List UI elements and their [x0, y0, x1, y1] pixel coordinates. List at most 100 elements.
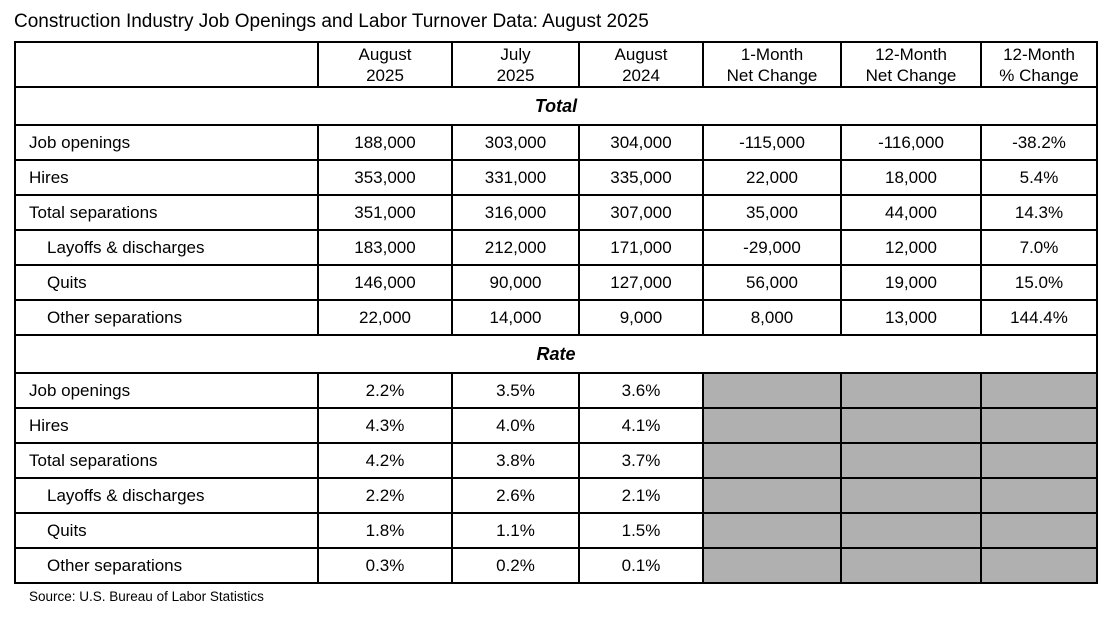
value-cell: 13,000 [840, 299, 982, 336]
header-line-1: July [500, 44, 531, 64]
value-cell: 127,000 [578, 264, 704, 301]
value-cell: 90,000 [451, 264, 580, 301]
value-cell: -115,000 [702, 124, 842, 161]
value-cell: 3.6% [578, 372, 704, 409]
value-cell: 3.8% [451, 442, 580, 479]
value-cell: 1.8% [317, 512, 453, 549]
row-label: Total separations [14, 442, 319, 479]
table-row: Quits 1.8% 1.1% 1.5% [14, 512, 1098, 549]
value-cell: 56,000 [702, 264, 842, 301]
value-cell: 351,000 [317, 194, 453, 231]
header-line-1: 1-Month [740, 44, 804, 64]
row-label: Layoffs & discharges [14, 229, 319, 266]
value-cell: 212,000 [451, 229, 580, 266]
value-cell: 22,000 [702, 159, 842, 196]
value-cell: 4.3% [317, 407, 453, 444]
value-cell: 35,000 [702, 194, 842, 231]
value-cell: 331,000 [451, 159, 580, 196]
section-label-total: Total [14, 86, 1098, 126]
page-title: Construction Industry Job Openings and L… [14, 11, 649, 32]
empty-cell [840, 407, 982, 444]
value-cell: 144.4% [980, 299, 1098, 336]
value-cell: 171,000 [578, 229, 704, 266]
row-label: Other separations [14, 299, 319, 336]
value-cell: 7.0% [980, 229, 1098, 266]
value-cell: -116,000 [840, 124, 982, 161]
header-row: August 2025 July 2025 August 2024 1-Month Net C… [14, 41, 1098, 88]
value-cell: 335,000 [578, 159, 704, 196]
value-cell: 18,000 [840, 159, 982, 196]
value-cell: 2.6% [451, 477, 580, 514]
value-cell: 12,000 [840, 229, 982, 266]
header-line-1: August [614, 44, 668, 64]
value-cell: 304,000 [578, 124, 704, 161]
source-note: Source: U.S. Bureau of Labor Statistics [29, 589, 264, 604]
value-cell: 22,000 [317, 299, 453, 336]
row-label: Job openings [14, 124, 319, 161]
empty-cell [840, 477, 982, 514]
value-cell: 307,000 [578, 194, 704, 231]
header-line-2: % Change [999, 65, 1079, 85]
value-cell: -29,000 [702, 229, 842, 266]
empty-cell [840, 372, 982, 409]
table-body: Total Job openings 188,000 303,000 304,000 -1… [14, 86, 1098, 584]
value-cell: 2.2% [317, 477, 453, 514]
header-cell-col-5: 12-Month Net Change [840, 41, 982, 88]
value-cell: 5.4% [980, 159, 1098, 196]
value-cell: 188,000 [317, 124, 453, 161]
table-row: Total separations 4.2% 3.8% 3.7% [14, 442, 1098, 479]
table-row: Quits 146,000 90,000 127,000 56,000 19,000 15.… [14, 264, 1098, 301]
header-line-2: Net Change [726, 65, 818, 85]
table-row: Layoffs & discharges 183,000 212,000 171,00… [14, 229, 1098, 266]
row-label: Job openings [14, 372, 319, 409]
header-cell-col-6: 12-Month% Change [980, 41, 1098, 88]
value-cell: 303,000 [451, 124, 580, 161]
header-line-1: 12-Month [875, 44, 947, 64]
value-cell: 15.0% [980, 264, 1098, 301]
row-label: Other separations [14, 547, 319, 584]
empty-cell [840, 547, 982, 584]
empty-cell [702, 512, 842, 549]
value-cell: 44,000 [840, 194, 982, 231]
empty-cell [980, 372, 1098, 409]
table-row: Other separations 22,000 14,000 9,000 8,000 1… [14, 299, 1098, 336]
header-line-2: 2025 [496, 65, 535, 85]
header-cell-col-1: August 2025 [317, 41, 453, 88]
header-line-1: August [358, 44, 412, 64]
value-cell: -38.2% [980, 124, 1098, 161]
header-line-2: 2025 [366, 65, 404, 85]
table-row: Hires 353,000 331,000 335,000 22,000 18,000 5.… [14, 159, 1098, 196]
value-cell: 3.7% [578, 442, 704, 479]
value-cell: 4.0% [451, 407, 580, 444]
value-cell: 2.1% [578, 477, 704, 514]
table-row: Job openings 2.2% 3.5% 3.6% [14, 372, 1098, 409]
value-cell: 183,000 [317, 229, 453, 266]
empty-cell [702, 442, 842, 479]
section-row: Rate [14, 334, 1098, 374]
empty-cell [702, 547, 842, 584]
row-label: Hires [14, 407, 319, 444]
value-cell: 19,000 [840, 264, 982, 301]
empty-cell [980, 547, 1098, 584]
value-cell: 0.2% [451, 547, 580, 584]
value-cell: 4.2% [317, 442, 453, 479]
empty-cell [980, 477, 1098, 514]
value-cell: 14.3% [980, 194, 1098, 231]
empty-cell [840, 442, 982, 479]
empty-cell [980, 407, 1098, 444]
value-cell: 9,000 [578, 299, 704, 336]
value-cell: 353,000 [317, 159, 453, 196]
header-line-2: 2024 [622, 65, 660, 85]
value-cell: 1.1% [451, 512, 580, 549]
header-cell-col-4: 1-Month Net Change [702, 41, 842, 88]
empty-cell [840, 512, 982, 549]
empty-cell [702, 372, 842, 409]
table-row: Hires 4.3% 4.0% 4.1% [14, 407, 1098, 444]
table-header: August 2025 July 2025 August 2024 1-Month Net C… [14, 41, 1098, 88]
empty-cell [702, 477, 842, 514]
value-cell: 4.1% [578, 407, 704, 444]
header-cell-col-3: August 2024 [578, 41, 704, 88]
value-cell: 2.2% [317, 372, 453, 409]
row-label: Hires [14, 159, 319, 196]
value-cell: 0.1% [578, 547, 704, 584]
